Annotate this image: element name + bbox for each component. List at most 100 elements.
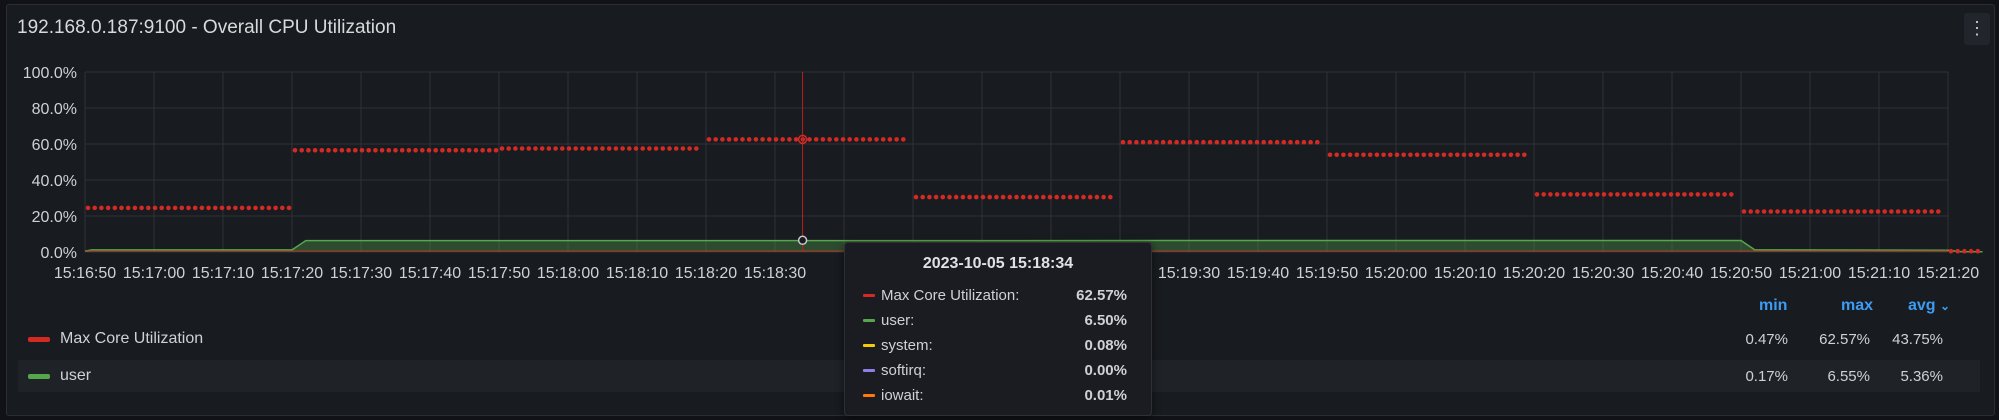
max-core-point — [874, 137, 879, 142]
max-core-point — [1020, 194, 1026, 200]
max-core-point — [1601, 192, 1607, 197]
max-core-point — [1127, 139, 1132, 145]
legend-series-name: Max Core Utilization — [60, 330, 204, 347]
max-core-point — [1261, 139, 1266, 145]
max-core-point — [1081, 194, 1086, 200]
max-core-point — [326, 148, 331, 153]
max-core-point — [1628, 192, 1634, 197]
series-swatch — [863, 369, 875, 372]
max-core-point — [393, 148, 398, 153]
max-core-point — [539, 146, 545, 151]
max-core-point — [1341, 152, 1346, 158]
max-core-point — [179, 205, 185, 211]
max-core-point — [1327, 152, 1333, 158]
max-core-point — [1334, 152, 1339, 158]
max-core-point — [1729, 192, 1734, 197]
max-core-point — [446, 148, 452, 153]
max-core-point — [667, 146, 672, 151]
max-core-point — [1895, 209, 1901, 214]
tooltip-row: Max Core Utilization: 62.57% — [863, 285, 1143, 309]
max-core-point — [487, 148, 492, 153]
max-core-point — [1461, 152, 1467, 158]
max-core-point — [1308, 139, 1313, 145]
tooltip-row: iowait: 0.01% — [863, 385, 1143, 409]
max-core-point — [1688, 192, 1694, 197]
max-core-point — [726, 137, 732, 142]
max-core-point — [901, 137, 906, 142]
max-core-point — [1354, 152, 1360, 158]
max-core-point — [473, 148, 479, 153]
max-core-point — [1074, 194, 1080, 200]
max-core-point — [813, 137, 819, 142]
max-core-point — [1902, 209, 1908, 214]
legend-max-value: 6.55% — [1827, 368, 1870, 385]
max-core-point — [1248, 139, 1253, 145]
max-core-point — [827, 137, 832, 142]
max-core-point — [1408, 152, 1413, 158]
x-tick-label: 15:17:10 — [192, 265, 254, 282]
max-core-point — [1715, 192, 1721, 197]
max-core-point — [1975, 248, 1981, 254]
max-core-point — [139, 205, 144, 211]
max-core-point — [987, 194, 992, 200]
tooltip-series-value: 0.00% — [1084, 362, 1127, 379]
legend-header-avg[interactable]: avg ⌄ — [1908, 297, 1950, 315]
legend-min-value: 0.17% — [1745, 368, 1788, 385]
x-tick-label: 15:18:20 — [675, 265, 737, 282]
max-core-point — [1755, 209, 1760, 214]
x-tick-label: 15:21:20 — [1917, 265, 1979, 282]
max-core-point — [172, 205, 178, 211]
y-tick-label: 80.0% — [32, 101, 77, 118]
max-core-point — [967, 194, 972, 200]
max-core-point — [146, 205, 151, 211]
max-core-point — [506, 146, 512, 151]
max-core-point — [1167, 139, 1173, 145]
max-core-point — [379, 148, 385, 153]
max-core-point — [1388, 152, 1393, 158]
legend-row-max-core[interactable]: Max Core Utilization 0.47% 62.57% 43.75% — [18, 323, 1980, 355]
max-core-point — [1034, 194, 1039, 200]
kebab-menu-icon[interactable]: ⋮ — [1964, 13, 1990, 45]
max-core-point — [1374, 152, 1380, 158]
max-core-point — [580, 146, 585, 151]
max-core-point — [233, 205, 238, 211]
max-core-point — [854, 137, 859, 142]
max-core-point — [519, 146, 525, 151]
max-core-point — [1007, 194, 1013, 200]
panel-title: 192.168.0.187:9100 - Overall CPU Utiliza… — [17, 17, 397, 38]
x-tick-label: 15:19:40 — [1227, 265, 1289, 282]
max-core-point — [433, 148, 439, 153]
max-core-point — [867, 137, 873, 142]
max-core-point — [593, 146, 599, 151]
y-tick-label: 100.0% — [23, 65, 77, 82]
tooltip-series-name: system: — [881, 337, 933, 354]
max-core-point — [1147, 139, 1153, 145]
y-tick-label: 40.0% — [32, 173, 77, 190]
max-core-point — [1488, 152, 1494, 158]
max-core-point — [1909, 209, 1914, 214]
tooltip-series-name: user: — [881, 312, 915, 329]
max-core-point — [1641, 192, 1647, 197]
max-core-point — [1822, 209, 1827, 214]
max-core-point — [253, 205, 258, 211]
max-core-point — [339, 148, 345, 153]
x-tick-label: 15:20:20 — [1503, 265, 1565, 282]
max-core-point — [1201, 139, 1206, 145]
max-core-point — [1194, 139, 1199, 145]
max-core-point — [920, 194, 925, 200]
max-core-point — [426, 148, 432, 153]
max-core-point — [1067, 194, 1073, 200]
max-core-point — [1241, 139, 1246, 145]
max-core-point — [292, 148, 298, 153]
legend-header-avg-label: avg — [1908, 297, 1936, 314]
tooltip-time: 2023-10-05 15:18:34 — [922, 255, 1074, 272]
legend-header-min[interactable]: min — [1759, 297, 1788, 314]
max-core-point — [640, 146, 645, 151]
max-core-point — [353, 148, 358, 153]
max-core-point — [1274, 139, 1280, 145]
max-core-point — [112, 205, 118, 211]
max-core-point — [1221, 139, 1226, 145]
max-core-point — [1875, 209, 1881, 214]
legend-header-max[interactable]: max — [1841, 297, 1874, 314]
max-core-point — [1581, 192, 1587, 197]
